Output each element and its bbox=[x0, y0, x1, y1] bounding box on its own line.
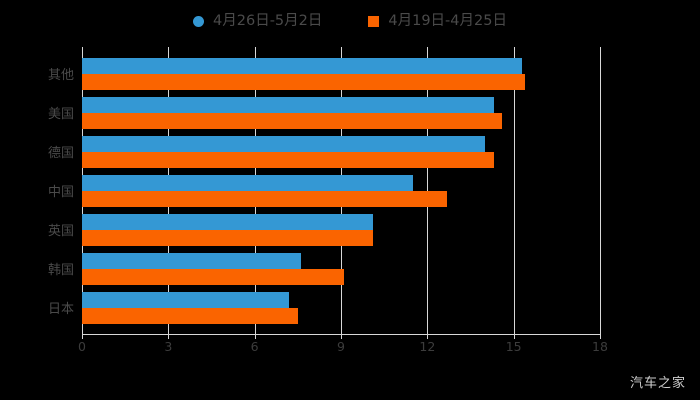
legend-entry-series-2[interactable]: 4月19日-4月25日 bbox=[368, 14, 507, 29]
bar[interactable] bbox=[82, 58, 523, 74]
y-axis-category-label: 中国 bbox=[47, 185, 74, 200]
y-axis-category-label: 美国 bbox=[47, 107, 74, 122]
x-axis-tick-label: 3 bbox=[164, 339, 173, 354]
bar[interactable] bbox=[82, 175, 413, 191]
x-axis-tick-mark bbox=[427, 334, 429, 339]
y-axis-category-label: 德国 bbox=[47, 146, 74, 161]
legend-circle-marker-icon bbox=[193, 15, 205, 27]
gridline bbox=[427, 47, 429, 334]
x-axis-tick-mark bbox=[168, 334, 170, 339]
bar[interactable] bbox=[82, 269, 344, 285]
bar[interactable] bbox=[82, 253, 301, 269]
bar[interactable] bbox=[82, 191, 448, 207]
bar[interactable] bbox=[82, 230, 373, 246]
x-axis-tick-mark bbox=[82, 334, 83, 339]
x-axis-tick-label: 0 bbox=[78, 339, 86, 354]
y-axis-category-label: 韩国 bbox=[47, 263, 74, 278]
chart-legend: 4月26日-5月2日 4月19日-4月25日 bbox=[0, 8, 700, 34]
bar[interactable] bbox=[82, 308, 298, 324]
x-axis-tick-mark bbox=[254, 334, 256, 339]
y-axis-category-label: 其他 bbox=[47, 68, 74, 83]
y-axis-category-labels: 其他美国德国中国英国韩国日本 bbox=[0, 0, 74, 400]
plot-area bbox=[82, 47, 601, 334]
x-axis-tick-label: 15 bbox=[505, 339, 522, 354]
bar[interactable] bbox=[82, 113, 503, 129]
legend-entry-series-1[interactable]: 4月26日-5月2日 bbox=[193, 14, 322, 29]
legend-square-marker-icon bbox=[368, 15, 380, 27]
bar[interactable] bbox=[82, 292, 290, 308]
bar[interactable] bbox=[82, 152, 494, 168]
y-axis-category-label: 英国 bbox=[47, 224, 74, 239]
y-axis-category-label: 日本 bbox=[47, 302, 74, 317]
legend-label-series-1: 4月26日-5月2日 bbox=[213, 12, 323, 29]
x-axis-tick-mark bbox=[600, 334, 601, 339]
x-axis-tick-label: 9 bbox=[337, 339, 345, 354]
x-axis-tick-label: 6 bbox=[250, 339, 259, 354]
gridline bbox=[600, 47, 601, 334]
legend-label-series-2: 4月19日-4月25日 bbox=[388, 12, 507, 29]
x-axis-tick-mark bbox=[341, 334, 342, 339]
bar[interactable] bbox=[82, 214, 373, 230]
bar[interactable] bbox=[82, 74, 526, 90]
bar[interactable] bbox=[82, 97, 494, 113]
x-axis-tick-label: 18 bbox=[592, 339, 608, 354]
gridline bbox=[513, 47, 515, 334]
x-axis-tick-mark bbox=[513, 334, 515, 339]
bar[interactable] bbox=[82, 136, 485, 152]
x-axis-tick-label: 12 bbox=[419, 339, 436, 354]
watermark: 汽车之家 bbox=[629, 376, 686, 391]
